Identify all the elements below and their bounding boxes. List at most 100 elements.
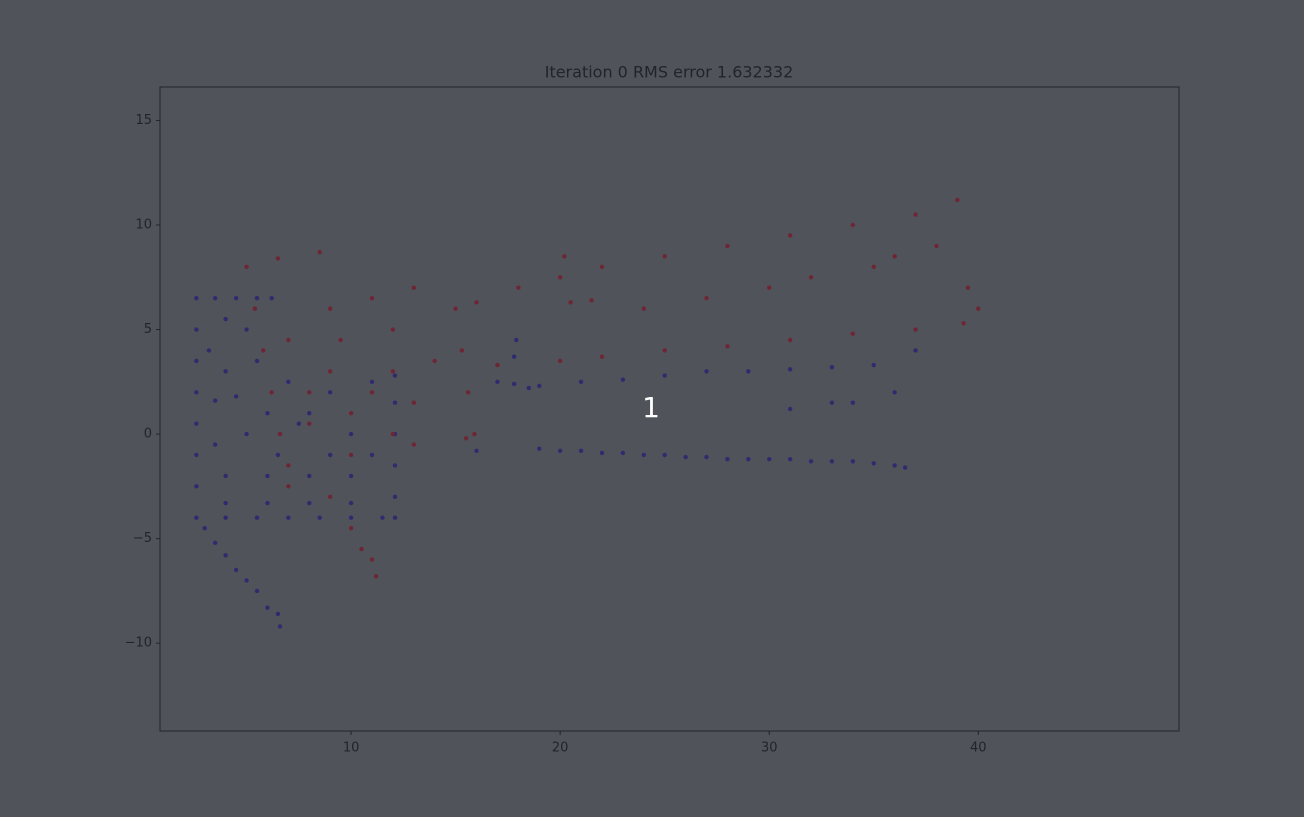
point <box>578 448 584 454</box>
point <box>392 463 398 468</box>
y-tick-label: 5 <box>144 322 152 337</box>
point <box>202 525 207 531</box>
point <box>327 452 333 458</box>
point <box>787 337 793 343</box>
point <box>223 500 228 506</box>
point <box>871 461 876 466</box>
point <box>269 295 274 301</box>
point <box>474 300 479 305</box>
point <box>411 442 417 447</box>
point <box>599 354 605 359</box>
point <box>223 553 228 558</box>
point <box>223 316 228 322</box>
point <box>244 431 249 437</box>
point <box>269 390 274 395</box>
point <box>359 546 364 552</box>
point <box>516 285 521 290</box>
point <box>392 494 398 500</box>
point <box>286 515 291 520</box>
point <box>850 400 856 405</box>
point <box>265 473 270 479</box>
point <box>829 364 835 370</box>
point <box>934 243 939 249</box>
point <box>892 390 897 395</box>
point <box>286 379 291 385</box>
point <box>767 285 772 290</box>
point <box>641 306 646 311</box>
point <box>463 436 469 441</box>
point <box>194 484 199 489</box>
point <box>265 605 270 610</box>
point <box>562 254 567 259</box>
point <box>511 381 517 387</box>
point <box>348 431 354 437</box>
point <box>223 369 228 374</box>
point <box>620 450 626 456</box>
y-tick-label: 15 <box>135 113 152 128</box>
point <box>704 454 709 460</box>
point <box>327 306 333 311</box>
point <box>327 390 333 395</box>
y-tick-label: −10 <box>125 636 152 651</box>
point <box>212 442 218 447</box>
point <box>557 275 563 280</box>
point <box>465 390 471 395</box>
point <box>392 400 398 405</box>
x-tick-label: 20 <box>552 741 569 756</box>
point <box>767 456 772 462</box>
point <box>511 354 517 359</box>
y-tick-label: 0 <box>144 427 152 442</box>
point <box>871 264 876 270</box>
plot-frame <box>159 86 1180 732</box>
point <box>913 348 918 353</box>
point <box>829 400 835 405</box>
point <box>850 459 856 464</box>
point <box>286 463 291 468</box>
point <box>265 410 270 416</box>
point <box>746 369 751 374</box>
point <box>871 362 876 368</box>
point <box>275 452 281 458</box>
point <box>194 390 199 395</box>
point <box>206 348 212 353</box>
point <box>537 383 542 389</box>
point <box>296 421 302 426</box>
point <box>223 473 228 479</box>
point <box>307 421 312 426</box>
point <box>913 212 918 217</box>
point <box>892 254 897 259</box>
point <box>787 367 793 372</box>
point <box>850 331 856 336</box>
x-tick-label: 10 <box>343 741 360 756</box>
point <box>252 306 258 311</box>
point <box>233 567 239 573</box>
point <box>277 624 283 629</box>
point <box>829 459 835 464</box>
point <box>212 295 218 301</box>
point <box>725 344 730 349</box>
point <box>233 295 239 301</box>
point <box>662 348 667 353</box>
point <box>472 431 477 437</box>
point <box>369 452 375 458</box>
point <box>955 197 960 203</box>
point <box>265 500 270 506</box>
point <box>704 369 709 374</box>
point <box>373 574 379 579</box>
point <box>212 398 218 403</box>
point <box>965 285 971 290</box>
point <box>317 249 322 255</box>
point <box>850 222 856 228</box>
point <box>620 377 626 382</box>
point <box>557 448 563 454</box>
point <box>380 515 385 520</box>
point <box>453 306 458 311</box>
point <box>277 431 283 437</box>
point <box>307 390 312 395</box>
point <box>495 379 500 385</box>
point <box>641 452 646 458</box>
point <box>286 484 291 489</box>
point <box>348 515 354 520</box>
point <box>390 431 396 437</box>
